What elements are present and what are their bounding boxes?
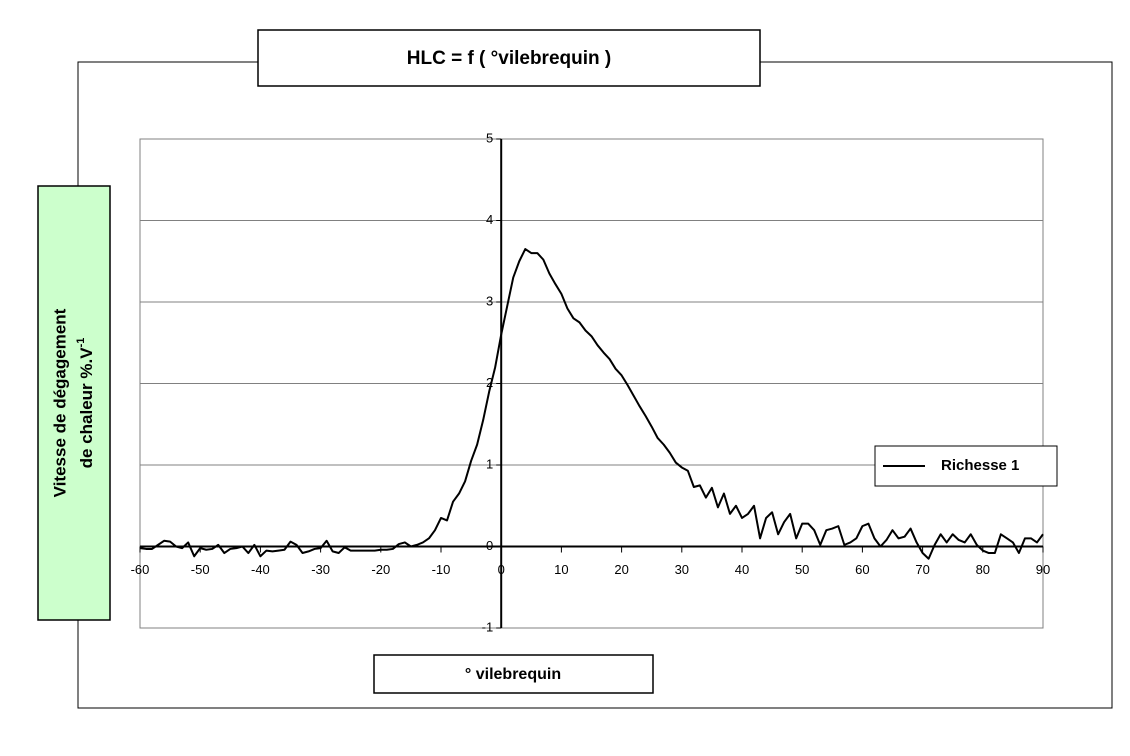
y-tick-label: -1: [482, 619, 494, 634]
x-tick-label: -30: [311, 562, 330, 577]
y-label: Vitesse de dégagement de chaleur %.V-1: [50, 308, 96, 497]
x-tick-label: 90: [1036, 562, 1050, 577]
title-box: [257, 29, 761, 87]
y-label-line: de chaleur %.V-1: [75, 338, 97, 469]
x-tick-label: 70: [915, 562, 929, 577]
y-tick-label: 5: [486, 130, 493, 145]
chart-title: HLC = f ( °vilebrequin ): [407, 48, 611, 69]
x-tick-label: -40: [251, 562, 270, 577]
y-label-text: de chaleur %.V: [77, 347, 96, 469]
x-tick-label: -60: [131, 562, 150, 577]
x-tick-label: 30: [675, 562, 689, 577]
x-tick-label: -10: [432, 562, 451, 577]
y-label-superscript: -1: [75, 338, 87, 348]
y-label-box: [37, 185, 111, 621]
y-tick-label: 3: [486, 293, 493, 308]
y-tick-label: 4: [486, 212, 493, 227]
x-tick-label: 50: [795, 562, 809, 577]
y-label-line: Vitesse de dégagement: [50, 308, 69, 497]
x-tick-label: 10: [554, 562, 568, 577]
x-tick-label: -20: [371, 562, 390, 577]
y-tick-label: 2: [486, 375, 493, 390]
legend-label: Richesse 1: [941, 457, 1019, 474]
x-tick-label: 60: [855, 562, 869, 577]
x-tick-label: 0: [498, 562, 505, 577]
y-tick-label: 1: [486, 456, 493, 471]
x-label-box: [373, 654, 654, 694]
x-tick-label: 40: [735, 562, 749, 577]
x-tick-label: 80: [976, 562, 990, 577]
x-tick-label: -50: [191, 562, 210, 577]
y-tick-label: 0: [486, 538, 493, 553]
x-tick-label: 20: [614, 562, 628, 577]
x-label: ° vilebrequin: [465, 666, 561, 683]
data-line: [139, 248, 1044, 560]
